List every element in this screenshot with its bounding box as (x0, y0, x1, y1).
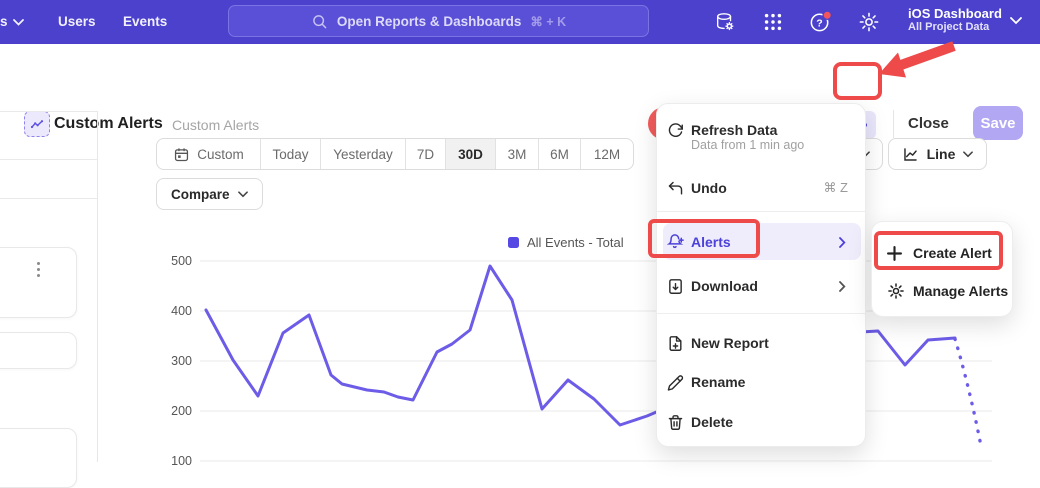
search-input[interactable]: Open Reports & Dashboards ⌘ + K (228, 5, 649, 37)
line-chart-icon (902, 146, 919, 163)
query-builder-card[interactable] (0, 332, 77, 369)
sidebar-row-divider (0, 159, 98, 160)
nav-item-events[interactable]: Events (123, 14, 167, 29)
report-header: Custom Alerts Custom Alerts GV Duplicate… (0, 44, 1040, 110)
project-title: iOS Dashboard (908, 6, 1002, 21)
save-button[interactable]: Save (973, 106, 1023, 140)
sidebar-row-divider (0, 111, 98, 112)
file-plus-icon (667, 334, 685, 352)
legend-label: All Events - Total (527, 235, 624, 250)
query-builder-card[interactable] (0, 428, 77, 488)
report-options-menu: Refresh Data Data from 1 min ago Undo ⌘ … (656, 103, 866, 447)
sidebar-divider (97, 111, 98, 462)
menu-item-download[interactable]: Download (657, 274, 865, 298)
help-icon[interactable]: ? (808, 9, 833, 34)
y-axis-tick: 500 (154, 254, 192, 268)
range-custom[interactable]: Custom (157, 139, 261, 169)
calendar-icon (173, 146, 190, 163)
series-dotted-incomplete (955, 339, 981, 446)
breadcrumb[interactable]: Custom Alerts (172, 117, 259, 133)
search-icon (311, 13, 328, 30)
close-button[interactable]: Close (908, 115, 949, 132)
gear-icon (887, 280, 905, 298)
chevron-right-icon (839, 281, 846, 292)
menu-item-new-report[interactable]: New Report (657, 331, 865, 355)
query-builder-card[interactable] (0, 247, 77, 318)
data-management-icon[interactable] (714, 11, 736, 33)
search-placeholder: Open Reports & Dashboards (337, 14, 522, 29)
range-12m[interactable]: 12M (581, 139, 633, 169)
menu-item-delete[interactable]: Delete (657, 410, 865, 434)
chart-type-button[interactable]: Line (888, 138, 987, 170)
card-kebab-menu-icon[interactable] (37, 262, 40, 277)
mixpanel-report-page: s Users Events Open Reports & Dashboards… (0, 0, 1040, 462)
settings-gear-icon[interactable] (858, 11, 880, 33)
top-navbar: s Users Events Open Reports & Dashboards… (0, 0, 1040, 44)
y-axis-tick: 100 (154, 454, 192, 468)
nav-item-users[interactable]: Users (58, 14, 96, 29)
legend-swatch (508, 237, 519, 248)
svg-text:?: ? (816, 18, 822, 30)
y-axis-tick: 200 (154, 404, 192, 418)
range-30d-selected[interactable]: 30D (446, 139, 496, 169)
project-chevron-down-icon[interactable] (1010, 17, 1022, 25)
refresh-subtitle: Data from 1 min ago (691, 138, 804, 152)
chevron-right-icon (839, 237, 846, 248)
menu-item-rename[interactable]: Rename (657, 370, 865, 394)
project-subtitle: All Project Data (908, 21, 1002, 34)
plus-icon (887, 242, 905, 260)
range-3m[interactable]: 3M (496, 139, 539, 169)
menu-item-alerts[interactable]: Alerts (657, 230, 865, 254)
page-title: Custom Alerts (54, 115, 163, 133)
compare-button[interactable]: Compare (156, 178, 263, 210)
submenu-item-manage-alerts[interactable]: Manage Alerts (872, 280, 1012, 304)
sidebar-row-divider (0, 198, 98, 199)
project-switcher[interactable]: iOS Dashboard All Project Data (908, 6, 1002, 34)
range-7d[interactable]: 7D (406, 139, 446, 169)
range-yesterday[interactable]: Yesterday (321, 139, 406, 169)
nav-item-truncated[interactable]: s (0, 14, 8, 29)
chevron-down-icon (238, 191, 248, 198)
chart-legend[interactable]: All Events - Total (508, 235, 624, 250)
undo-icon (667, 179, 685, 197)
undo-shortcut: ⌘ Z (823, 180, 848, 196)
pencil-icon (667, 373, 685, 391)
refresh-icon (667, 121, 685, 139)
menu-divider (657, 313, 865, 314)
submenu-item-create-alert[interactable]: Create Alert (872, 242, 1012, 266)
apps-grid-icon[interactable] (762, 11, 784, 33)
download-file-icon (667, 277, 685, 295)
search-shortcut: ⌘ + K (530, 14, 566, 29)
alerts-submenu: Create Alert Manage Alerts (871, 221, 1013, 317)
menu-divider (657, 211, 865, 212)
y-axis-tick: 400 (154, 304, 192, 318)
range-6m[interactable]: 6M (539, 139, 581, 169)
range-today[interactable]: Today (261, 139, 321, 169)
trash-icon (667, 413, 685, 431)
chevron-down-icon (13, 19, 24, 26)
report-type-icon (24, 111, 50, 137)
chevron-down-icon (963, 151, 973, 158)
header-divider (893, 110, 894, 138)
y-axis-tick: 300 (154, 354, 192, 368)
date-range-control: Custom Today Yesterday 7D 30D 3M 6M 12M (156, 138, 634, 170)
bell-plus-icon (667, 233, 685, 251)
menu-item-undo[interactable]: Undo ⌘ Z (657, 176, 865, 200)
